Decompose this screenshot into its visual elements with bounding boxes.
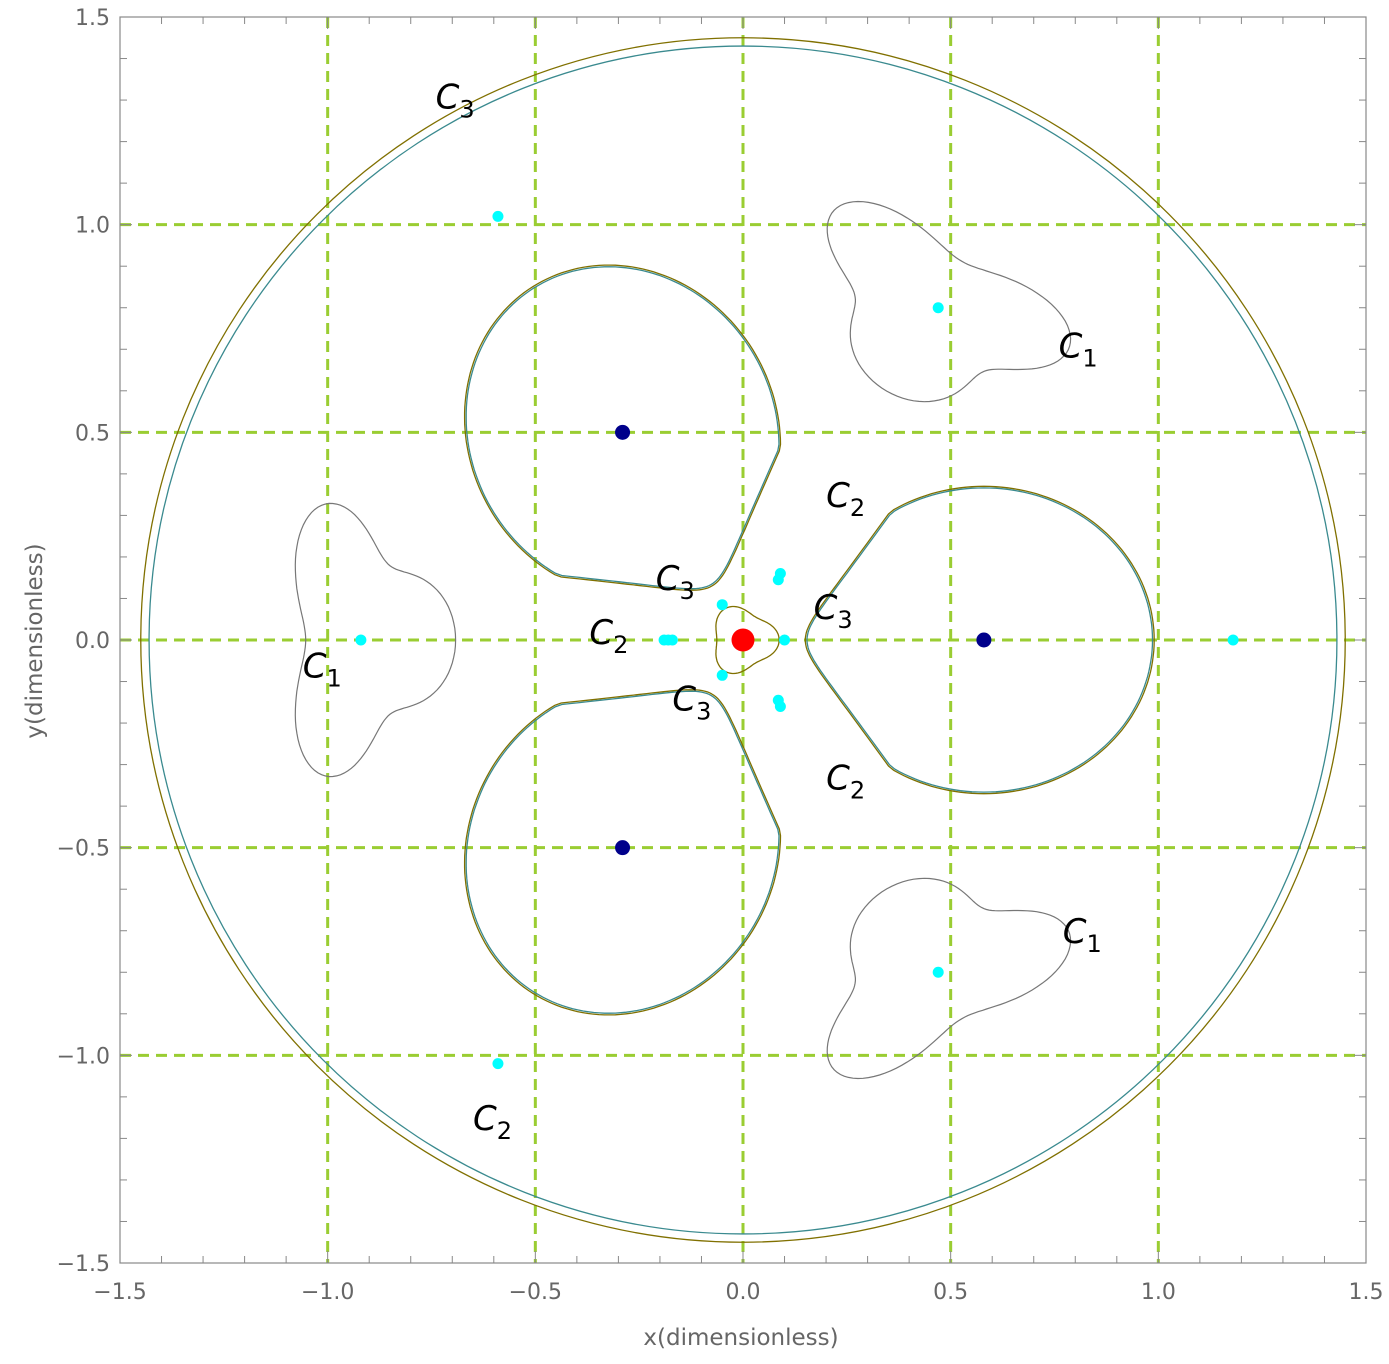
petal-zero-velocity-curve	[806, 487, 1154, 793]
outer-zero-velocity-curve	[148, 45, 1338, 1235]
petal-zero-velocity-curve	[463, 264, 782, 591]
frame-layer	[119, 16, 1367, 1264]
cyan-point	[932, 966, 944, 978]
curve-label: C1	[303, 646, 342, 692]
blue-point	[615, 840, 631, 856]
blue-point	[976, 632, 992, 648]
curve-label: C2	[826, 759, 865, 805]
cyan-point	[772, 574, 784, 586]
cyan-point	[772, 694, 784, 706]
curve-label: C1	[1063, 912, 1102, 958]
y-tick-label: −0.5	[57, 837, 110, 862]
y-tick-label: −1.5	[57, 1252, 110, 1277]
curve-label: C3	[672, 680, 711, 726]
petal-zero-velocity-curve	[463, 689, 782, 1016]
cyan-point	[492, 1058, 504, 1070]
y-tick-label: 0.0	[75, 629, 110, 654]
x-tick-label: 1.0	[1141, 1280, 1176, 1305]
curve-label: C2	[473, 1099, 512, 1145]
cyan-point	[932, 302, 944, 314]
cyan-point	[355, 634, 367, 646]
petal-zero-velocity-curve	[465, 690, 780, 1014]
cyan-point	[716, 599, 728, 611]
inner-zero-velocity-curve	[715, 605, 780, 675]
x-tick-label: 0.5	[933, 1280, 968, 1305]
y-tick-label: 1.5	[75, 6, 110, 31]
cyan-point	[779, 634, 791, 646]
petal-zero-velocity-curve	[804, 485, 1155, 795]
annotation-layer: C3 C1 C2 C3 C3 C2 C1 C3 C2 C1 C2	[303, 77, 1102, 1145]
petal-zero-velocity-curve	[465, 266, 780, 590]
tick-label-layer: −1.5 −1.0 −0.5 0.0 0.5 1.0 1.5 −1.5 −1.0 −0.5 0.0 0…	[57, 6, 1384, 1305]
outer-zero-velocity-curve	[140, 37, 1346, 1243]
x-axis-title: x(dimensionless)	[643, 1325, 838, 1351]
kidney-zero-velocity-curve	[826, 877, 1072, 1080]
blue-point	[615, 424, 631, 440]
curve-label: C3	[814, 588, 853, 634]
cyan-point	[666, 634, 678, 646]
curve-layer	[140, 37, 1346, 1243]
cyan-point	[716, 669, 728, 681]
x-tick-label: 1.5	[1349, 1280, 1384, 1305]
curve-label: C1	[1059, 327, 1098, 373]
y-tick-label: −1.0	[57, 1044, 110, 1069]
curve-label: C3	[436, 77, 475, 123]
y-tick-label: 1.0	[75, 214, 110, 239]
curve-label: C2	[826, 476, 865, 522]
kidney-zero-velocity-curve	[826, 200, 1072, 403]
cyan-point	[658, 634, 670, 646]
x-tick-label: −1.0	[301, 1280, 354, 1305]
point-layer	[355, 210, 1239, 1070]
curve-label: C2	[589, 613, 628, 659]
y-axis-title: y(dimensionless)	[22, 543, 48, 738]
y-tick-label: 0.5	[75, 421, 110, 446]
x-tick-label: −0.5	[509, 1280, 562, 1305]
x-tick-label: 0.0	[726, 1280, 761, 1305]
center-point	[731, 628, 755, 652]
cyan-point	[1227, 634, 1239, 646]
curve-label: C3	[656, 559, 695, 605]
x-tick-label: −1.5	[93, 1280, 146, 1305]
cyan-point	[492, 210, 504, 222]
kidney-zero-velocity-curve	[294, 502, 457, 778]
